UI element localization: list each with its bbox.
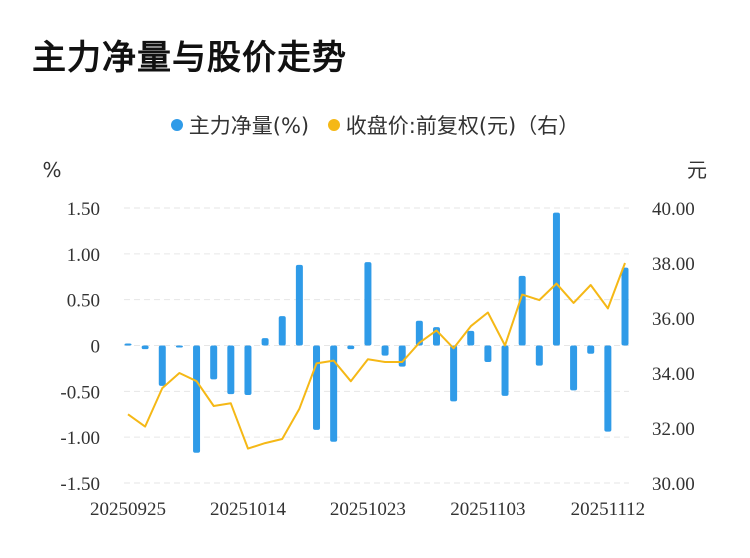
left-tick-label: 1.00 [67, 245, 100, 266]
legend-item-bar: 主力净量(%) [170, 110, 310, 140]
right-axis-unit: 元 [687, 158, 707, 182]
legend-dot-line-icon [327, 119, 340, 131]
bar [484, 345, 492, 362]
right-tick-label: 30.00 [652, 474, 695, 495]
legend: 主力净量(%) 收盘价:前复权(元)（右） [0, 110, 750, 140]
bar [364, 262, 372, 346]
bar [124, 343, 132, 346]
left-axis-unit: % [42, 158, 61, 182]
x-tick-label: 20251023 [330, 499, 406, 520]
bar [227, 345, 235, 395]
bar [158, 345, 166, 386]
bar [570, 345, 578, 391]
x-tick-label: 20250925 [90, 499, 166, 520]
grid-lines [124, 207, 629, 484]
legend-item-line: 收盘价:前复权(元)（右） [327, 110, 580, 140]
bar [552, 212, 560, 346]
bar [415, 320, 423, 346]
left-tick-label: 1.50 [67, 199, 100, 220]
bar [398, 345, 406, 367]
bar [535, 345, 543, 366]
legend-label-bar: 主力净量(%) [188, 114, 310, 138]
left-axis-ticks: 1.50 1.00 0.50 0 -0.50 -1.00 -1.50 [60, 199, 100, 495]
right-axis-ticks: 40.00 38.00 36.00 34.00 32.00 30.00 [652, 199, 695, 495]
bar [501, 345, 509, 396]
right-tick-label: 32.00 [652, 419, 695, 440]
right-tick-label: 36.00 [652, 309, 695, 330]
bar [141, 345, 149, 350]
legend-dot-bar-icon [170, 119, 183, 131]
bar [587, 345, 595, 354]
bar [604, 345, 612, 432]
left-tick-label: -0.50 [60, 382, 100, 403]
legend-label-line: 收盘价:前复权(元)（右） [345, 114, 580, 138]
bar [175, 345, 183, 348]
x-axis-ticks: 20250925 20251014 20251023 20251103 20251112 [90, 499, 645, 520]
bar [467, 330, 475, 346]
bar [210, 345, 218, 380]
bar [244, 345, 252, 395]
left-tick-label: 0 [91, 337, 101, 358]
bar [313, 345, 321, 430]
right-tick-label: 40.00 [652, 199, 695, 220]
bar [518, 275, 526, 346]
chart-title: 主力净量与股价走势 [32, 38, 347, 78]
bar [330, 345, 338, 442]
bar [295, 264, 303, 346]
left-tick-label: 0.50 [67, 291, 100, 312]
bar-series [124, 212, 629, 453]
bar [261, 338, 269, 346]
x-tick-label: 20251103 [450, 499, 525, 520]
left-tick-label: -1.50 [60, 474, 100, 495]
bar [193, 345, 201, 453]
right-tick-label: 38.00 [652, 254, 695, 275]
right-tick-label: 34.00 [652, 364, 695, 385]
x-tick-label: 20251112 [571, 499, 646, 520]
bar [621, 267, 629, 346]
bar [278, 316, 286, 346]
price-line [127, 262, 626, 450]
bar [347, 345, 355, 350]
bar [381, 345, 389, 356]
line-series [127, 262, 626, 450]
bar [450, 345, 458, 402]
x-tick-label: 20251014 [210, 499, 287, 520]
left-tick-label: -1.00 [60, 428, 100, 449]
